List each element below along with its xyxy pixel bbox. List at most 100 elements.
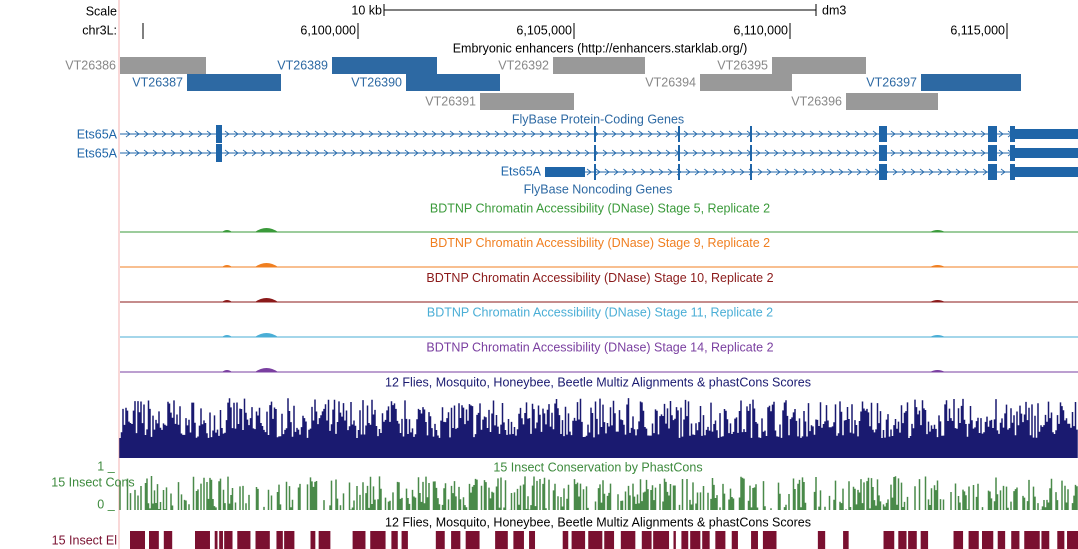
strand-arrow xyxy=(458,130,464,138)
strand-arrow xyxy=(422,130,428,138)
strand-arrow xyxy=(197,130,203,138)
strand-arrow xyxy=(845,130,851,138)
enhancer-label: VT26391 xyxy=(425,94,476,108)
exon xyxy=(988,164,997,180)
strand-arrow xyxy=(242,130,248,138)
enhancer-box[interactable] xyxy=(187,74,281,91)
strand-arrow xyxy=(811,168,817,176)
strand-arrow xyxy=(827,149,833,157)
element xyxy=(435,531,445,549)
element xyxy=(495,531,508,549)
strand-arrow xyxy=(647,149,653,157)
ruler-tick-label: 6,115,000 xyxy=(950,23,1005,37)
strand-arrow xyxy=(224,130,230,138)
strand-arrow xyxy=(161,149,167,157)
strand-arrow xyxy=(827,130,833,138)
exon xyxy=(988,145,997,161)
strand-arrow xyxy=(413,149,419,157)
element xyxy=(908,531,917,549)
element xyxy=(255,531,270,549)
strand-arrow xyxy=(485,149,491,157)
strand-arrow xyxy=(829,168,835,176)
enhancer-box[interactable] xyxy=(553,57,645,74)
strand-arrow xyxy=(809,130,815,138)
enhancer-box[interactable] xyxy=(700,74,792,91)
strand-arrow xyxy=(944,149,950,157)
enhancer-label: VT26394 xyxy=(645,75,696,89)
axis-label: 0 _ xyxy=(97,497,115,511)
strand-arrow xyxy=(314,130,320,138)
strand-arrow xyxy=(557,130,563,138)
strand-arrow xyxy=(701,149,707,157)
element xyxy=(284,531,295,549)
signal-peak xyxy=(930,265,945,267)
strand-arrow xyxy=(413,130,419,138)
element xyxy=(130,531,146,549)
assembly: dm3 xyxy=(822,3,846,17)
strand-arrow xyxy=(757,168,763,176)
exon xyxy=(216,144,222,162)
strand-arrow xyxy=(143,130,149,138)
exon xyxy=(1010,164,1015,180)
element xyxy=(997,531,1006,549)
strand-arrow xyxy=(512,130,518,138)
strand-arrow xyxy=(359,149,365,157)
strand-arrow xyxy=(557,149,563,157)
strand-arrow xyxy=(863,130,869,138)
element xyxy=(751,531,758,549)
strand-arrow xyxy=(971,149,977,157)
strand-arrow xyxy=(548,149,554,157)
strand-arrow xyxy=(899,130,905,138)
enhancer-box[interactable] xyxy=(406,74,500,91)
strand-arrow xyxy=(937,168,943,176)
strand-arrow xyxy=(494,130,500,138)
strand-arrow xyxy=(476,149,482,157)
strand-arrow xyxy=(431,149,437,157)
strand-arrow xyxy=(955,168,961,176)
strand-arrow xyxy=(755,149,761,157)
strand-arrow xyxy=(1000,168,1006,176)
side-label: 15 Insect Cons xyxy=(51,475,134,489)
signal-peak xyxy=(930,300,945,302)
strand-arrow xyxy=(575,149,581,157)
signal-peak xyxy=(930,335,945,337)
strand-arrow xyxy=(602,149,608,157)
enhancer-box[interactable] xyxy=(846,93,938,110)
enhancer-box[interactable] xyxy=(480,93,574,110)
enhancer-box[interactable] xyxy=(332,57,437,74)
strand-arrow xyxy=(332,149,338,157)
signal-peak xyxy=(222,335,232,337)
strand-arrow xyxy=(667,168,673,176)
strand-arrow xyxy=(818,130,824,138)
strand-arrow xyxy=(640,168,646,176)
enhancer-label: VT26397 xyxy=(866,75,917,89)
strand-arrow xyxy=(134,149,140,157)
exon xyxy=(678,164,680,180)
enhancer-box[interactable] xyxy=(772,57,866,74)
scale-bar-label: 10 kb xyxy=(351,3,382,17)
strand-arrow xyxy=(539,130,545,138)
strand-arrow xyxy=(404,130,410,138)
strand-arrow xyxy=(368,130,374,138)
enhancer-label: VT26396 xyxy=(791,94,842,108)
strand-arrow xyxy=(170,149,176,157)
exon xyxy=(879,145,887,161)
enhancer-box[interactable] xyxy=(921,74,1021,91)
exon xyxy=(750,126,752,142)
strand-arrow xyxy=(982,168,988,176)
strand-arrow xyxy=(710,130,716,138)
strand-arrow xyxy=(314,149,320,157)
signal-peak xyxy=(222,370,232,372)
strand-arrow xyxy=(134,130,140,138)
strand-arrow xyxy=(242,149,248,157)
strand-arrow xyxy=(802,168,808,176)
strand-arrow xyxy=(892,168,898,176)
element xyxy=(1011,531,1020,549)
strand-arrow xyxy=(865,168,871,176)
element xyxy=(237,531,251,549)
signal-peak xyxy=(255,263,278,267)
element xyxy=(391,531,398,549)
element xyxy=(276,531,283,549)
enhancer-box[interactable] xyxy=(120,57,206,74)
element xyxy=(898,531,907,549)
